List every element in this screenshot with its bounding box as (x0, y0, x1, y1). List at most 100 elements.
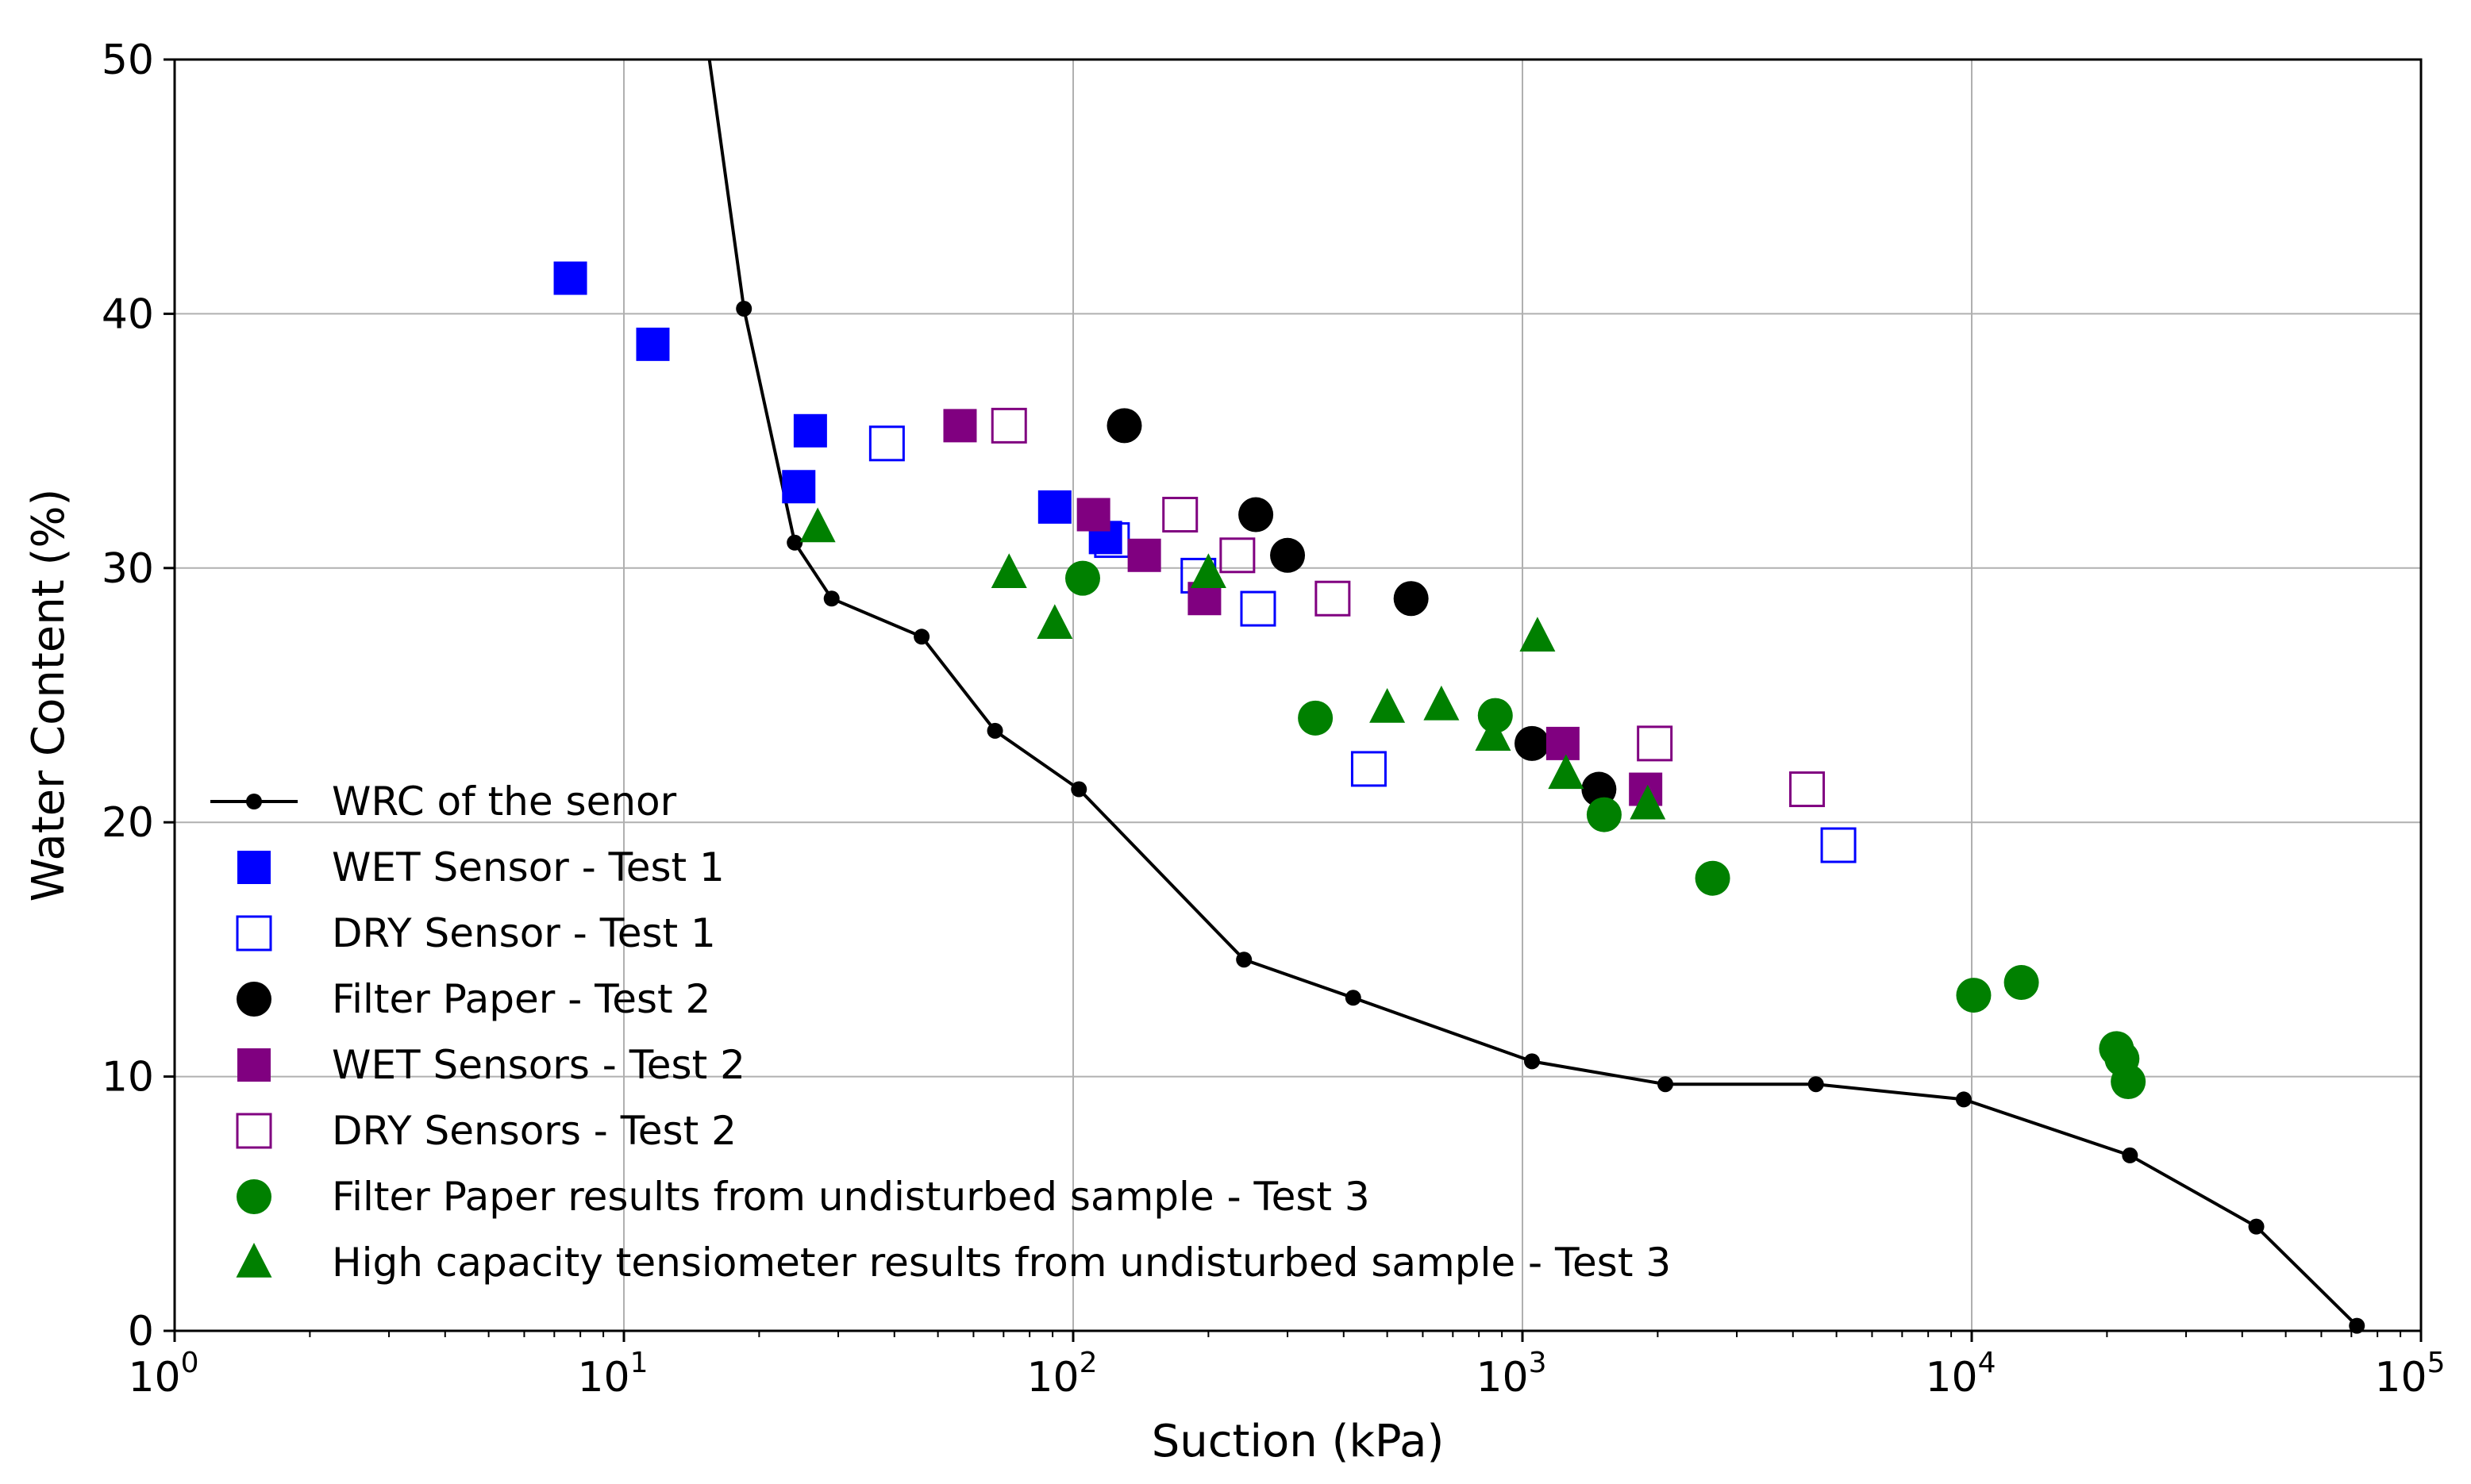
data-point (1037, 604, 1073, 640)
y-tick-label: 40 (102, 290, 154, 338)
data-point (1637, 725, 1673, 762)
y-tick-label: 0 (128, 1308, 154, 1355)
wrc-point (987, 722, 1003, 739)
legend-entry: DRY Sensors - Test 2 (236, 1108, 737, 1154)
legend-marker (237, 1048, 271, 1082)
wrc-point (787, 534, 803, 551)
y-tick-label: 30 (102, 545, 154, 593)
legend-marker (237, 1179, 271, 1214)
legend-marker (237, 851, 271, 884)
axis-ticks: 100 101 102 103 104 105 0 10 20 30 40 50 (102, 37, 2446, 1401)
legend-label: High capacity tensiometer results from u… (332, 1240, 1671, 1286)
data-point (1586, 797, 1622, 832)
data-point (2111, 1064, 2146, 1100)
data-point (1630, 784, 1666, 820)
legend-label: DRY Sensor - Test 1 (332, 910, 716, 956)
legend-entry: High capacity tensiometer results from u… (236, 1240, 1671, 1286)
legend-label: WRC of the senor (332, 779, 677, 825)
data-point (1820, 827, 1857, 863)
legend-entry: DRY Sensor - Test 1 (236, 910, 716, 956)
data-point (1545, 726, 1580, 760)
data-point (1076, 498, 1110, 532)
data-point (1064, 560, 1100, 596)
y-tick-label: 10 (102, 1054, 154, 1101)
legend-marker (236, 1113, 272, 1149)
data-point (1789, 771, 1826, 808)
data-point (1475, 716, 1511, 752)
x-tick-label: 103 (1476, 1347, 1546, 1401)
data-point (1514, 725, 1549, 761)
series-5 (991, 407, 1826, 808)
x-axis-label: Suction (kPa) (1152, 1416, 1445, 1467)
data-point (553, 261, 587, 295)
wrc-point (2122, 1147, 2138, 1163)
legend-entry: Filter Paper results from undisturbed sa… (237, 1174, 1370, 1220)
wrc-point (2248, 1218, 2265, 1235)
plot-frame (173, 58, 2423, 1332)
x-tick-label: 105 (2374, 1347, 2445, 1401)
data-point (799, 507, 836, 543)
data-point (1127, 538, 1161, 572)
data-point (1477, 698, 1513, 733)
data-point (1695, 860, 1730, 896)
data-point (1240, 590, 1276, 627)
data-point (1956, 978, 1992, 1013)
wrc-point (1955, 1091, 1972, 1108)
x-tick-label: 104 (1925, 1347, 1996, 1401)
data-point (1298, 700, 1334, 736)
data-point (1270, 537, 1306, 573)
data-point (991, 553, 1027, 588)
data-point (943, 409, 977, 443)
data-point (1393, 581, 1429, 617)
wrc-point (1345, 990, 1361, 1006)
x-tick-label: 102 (1026, 1347, 1097, 1401)
wrc-point (823, 590, 840, 607)
legend-entry: WET Sensor - Test 1 (237, 844, 725, 890)
y-tick-label: 20 (102, 799, 154, 847)
wrc-point (914, 629, 930, 645)
data-point (1548, 754, 1584, 790)
data-point (1369, 688, 1406, 723)
data-point (1162, 497, 1199, 533)
series-2 (868, 425, 1857, 863)
legend-label: WET Sensor - Test 1 (332, 844, 725, 890)
legend-marker (246, 794, 262, 809)
data-point (991, 407, 1027, 444)
data-point (1219, 537, 1256, 574)
legend-entry: WET Sensors - Test 2 (237, 1042, 745, 1088)
data-point (782, 470, 816, 504)
legend-label: Filter Paper - Test 2 (332, 976, 710, 1022)
legend-marker (237, 982, 271, 1017)
series-layer (553, 59, 2365, 1334)
legend-entry: WRC of the senor (210, 779, 677, 825)
data-point (1238, 497, 1274, 532)
x-tick-label: 100 (128, 1347, 198, 1401)
legend-label: Filter Paper results from undisturbed sa… (332, 1174, 1370, 1220)
x-tick-label: 101 (577, 1347, 648, 1401)
wrc-point (736, 300, 752, 317)
data-point (868, 425, 905, 462)
wrc-point (1657, 1076, 1674, 1093)
data-point (2003, 965, 2039, 1001)
series-7 (799, 507, 1666, 820)
data-point (636, 327, 670, 361)
data-point (1423, 685, 1460, 721)
data-point (1314, 580, 1351, 617)
legend-marker (236, 1243, 272, 1278)
series-6 (1064, 560, 2146, 1100)
legend-entry: Filter Paper - Test 2 (237, 976, 710, 1022)
wrc-point (1523, 1053, 1540, 1070)
legend: WRC of the senor WET Sensor - Test 1 DRY S… (210, 779, 1671, 1286)
data-point (1519, 617, 1556, 652)
wrc-curve (707, 59, 2358, 1328)
legend-label: WET Sensors - Test 2 (332, 1042, 745, 1088)
series-0 (707, 59, 2365, 1334)
wrc-point (1071, 781, 1087, 798)
data-point (1107, 408, 1142, 444)
wrc-point (1807, 1076, 1824, 1093)
legend-marker (236, 915, 272, 952)
data-point (793, 413, 827, 448)
y-axis-label: Water Content (%) (23, 489, 75, 902)
